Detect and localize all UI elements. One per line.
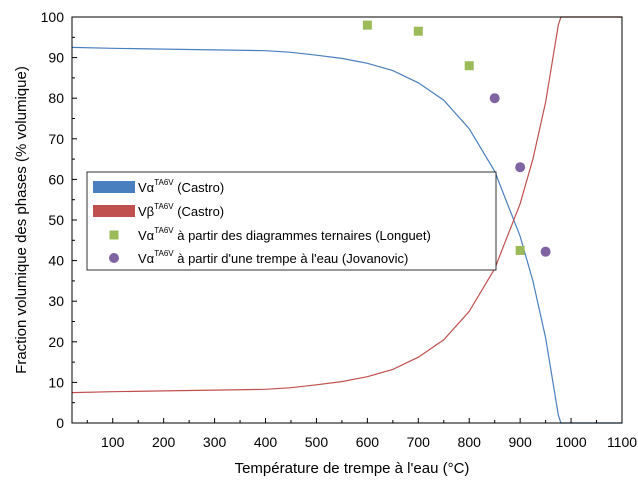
alpha_jovanovic-legend-label: VαTA6V à partir d'une trempe à l'eau (Jo…	[138, 249, 408, 266]
alpha_castro-legend-swatch	[93, 181, 135, 193]
x-tick-label: 400	[254, 434, 278, 450]
plot-series	[71, 16, 622, 424]
y-tick-label: 30	[48, 293, 64, 309]
alpha_longuet-point	[362, 20, 372, 30]
y-axis-ticks: 0 10 20 30 40 50 60 70 80 90 100	[41, 9, 77, 431]
y-axis-title: Fraction volumique des phases (% volumiq…	[13, 66, 30, 374]
y-tick-label: 40	[48, 253, 64, 269]
x-tick-label: 700	[407, 434, 431, 450]
alpha_longuet-point	[413, 26, 423, 36]
alpha_jovanovic-point	[515, 162, 526, 173]
beta_castro-legend-label: VβTA6V (Castro)	[138, 202, 224, 219]
x-axis-ticks: 100 200 300 400 500 600 700 800 900 1000 1100	[86, 418, 637, 450]
alpha_longuet-legend-label: VαTA6V à partir des diagrammes ternaires…	[138, 226, 431, 243]
legend-box	[86, 171, 497, 271]
legend: VαTA6V (Castro) VβTA6V (Castro) VαTA6V à p…	[86, 171, 497, 271]
x-tick-label: 900	[508, 434, 532, 450]
alpha_jovanovic-legend-swatch	[109, 253, 119, 263]
y-tick-label: 20	[48, 334, 64, 350]
x-tick-label: 1100	[607, 434, 637, 450]
x-tick-label: 1000	[555, 434, 586, 450]
alpha_jovanovic-point	[540, 246, 551, 257]
x-tick-label: 200	[152, 434, 176, 450]
y-tick-label: 100	[41, 9, 65, 25]
x-tick-label: 100	[101, 434, 125, 450]
y-tick-label: 80	[48, 90, 64, 106]
alpha_castro-legend-label: VαTA6V (Castro)	[138, 178, 224, 195]
y-tick-label: 90	[48, 50, 64, 66]
x-tick-label: 600	[356, 434, 380, 450]
x-tick-label: 800	[458, 434, 482, 450]
beta_castro-line	[71, 16, 622, 394]
alpha_longuet-point	[464, 61, 474, 71]
y-tick-label: 0	[56, 415, 64, 431]
alpha_longuet-legend-swatch	[109, 230, 119, 240]
alpha_longuet-point	[515, 245, 525, 255]
alpha_jovanovic-point	[489, 93, 500, 104]
y-tick-label: 60	[48, 171, 64, 187]
y-tick-label: 70	[48, 131, 64, 147]
beta_castro-legend-swatch	[93, 205, 135, 217]
x-tick-label: 300	[203, 434, 227, 450]
y-tick-label: 10	[48, 374, 64, 390]
y-tick-label: 50	[48, 212, 64, 228]
alpha_castro-line	[71, 46, 622, 424]
x-tick-label: 500	[305, 434, 329, 450]
x-axis-title: Température de trempe à l'eau (°C)	[235, 460, 470, 477]
